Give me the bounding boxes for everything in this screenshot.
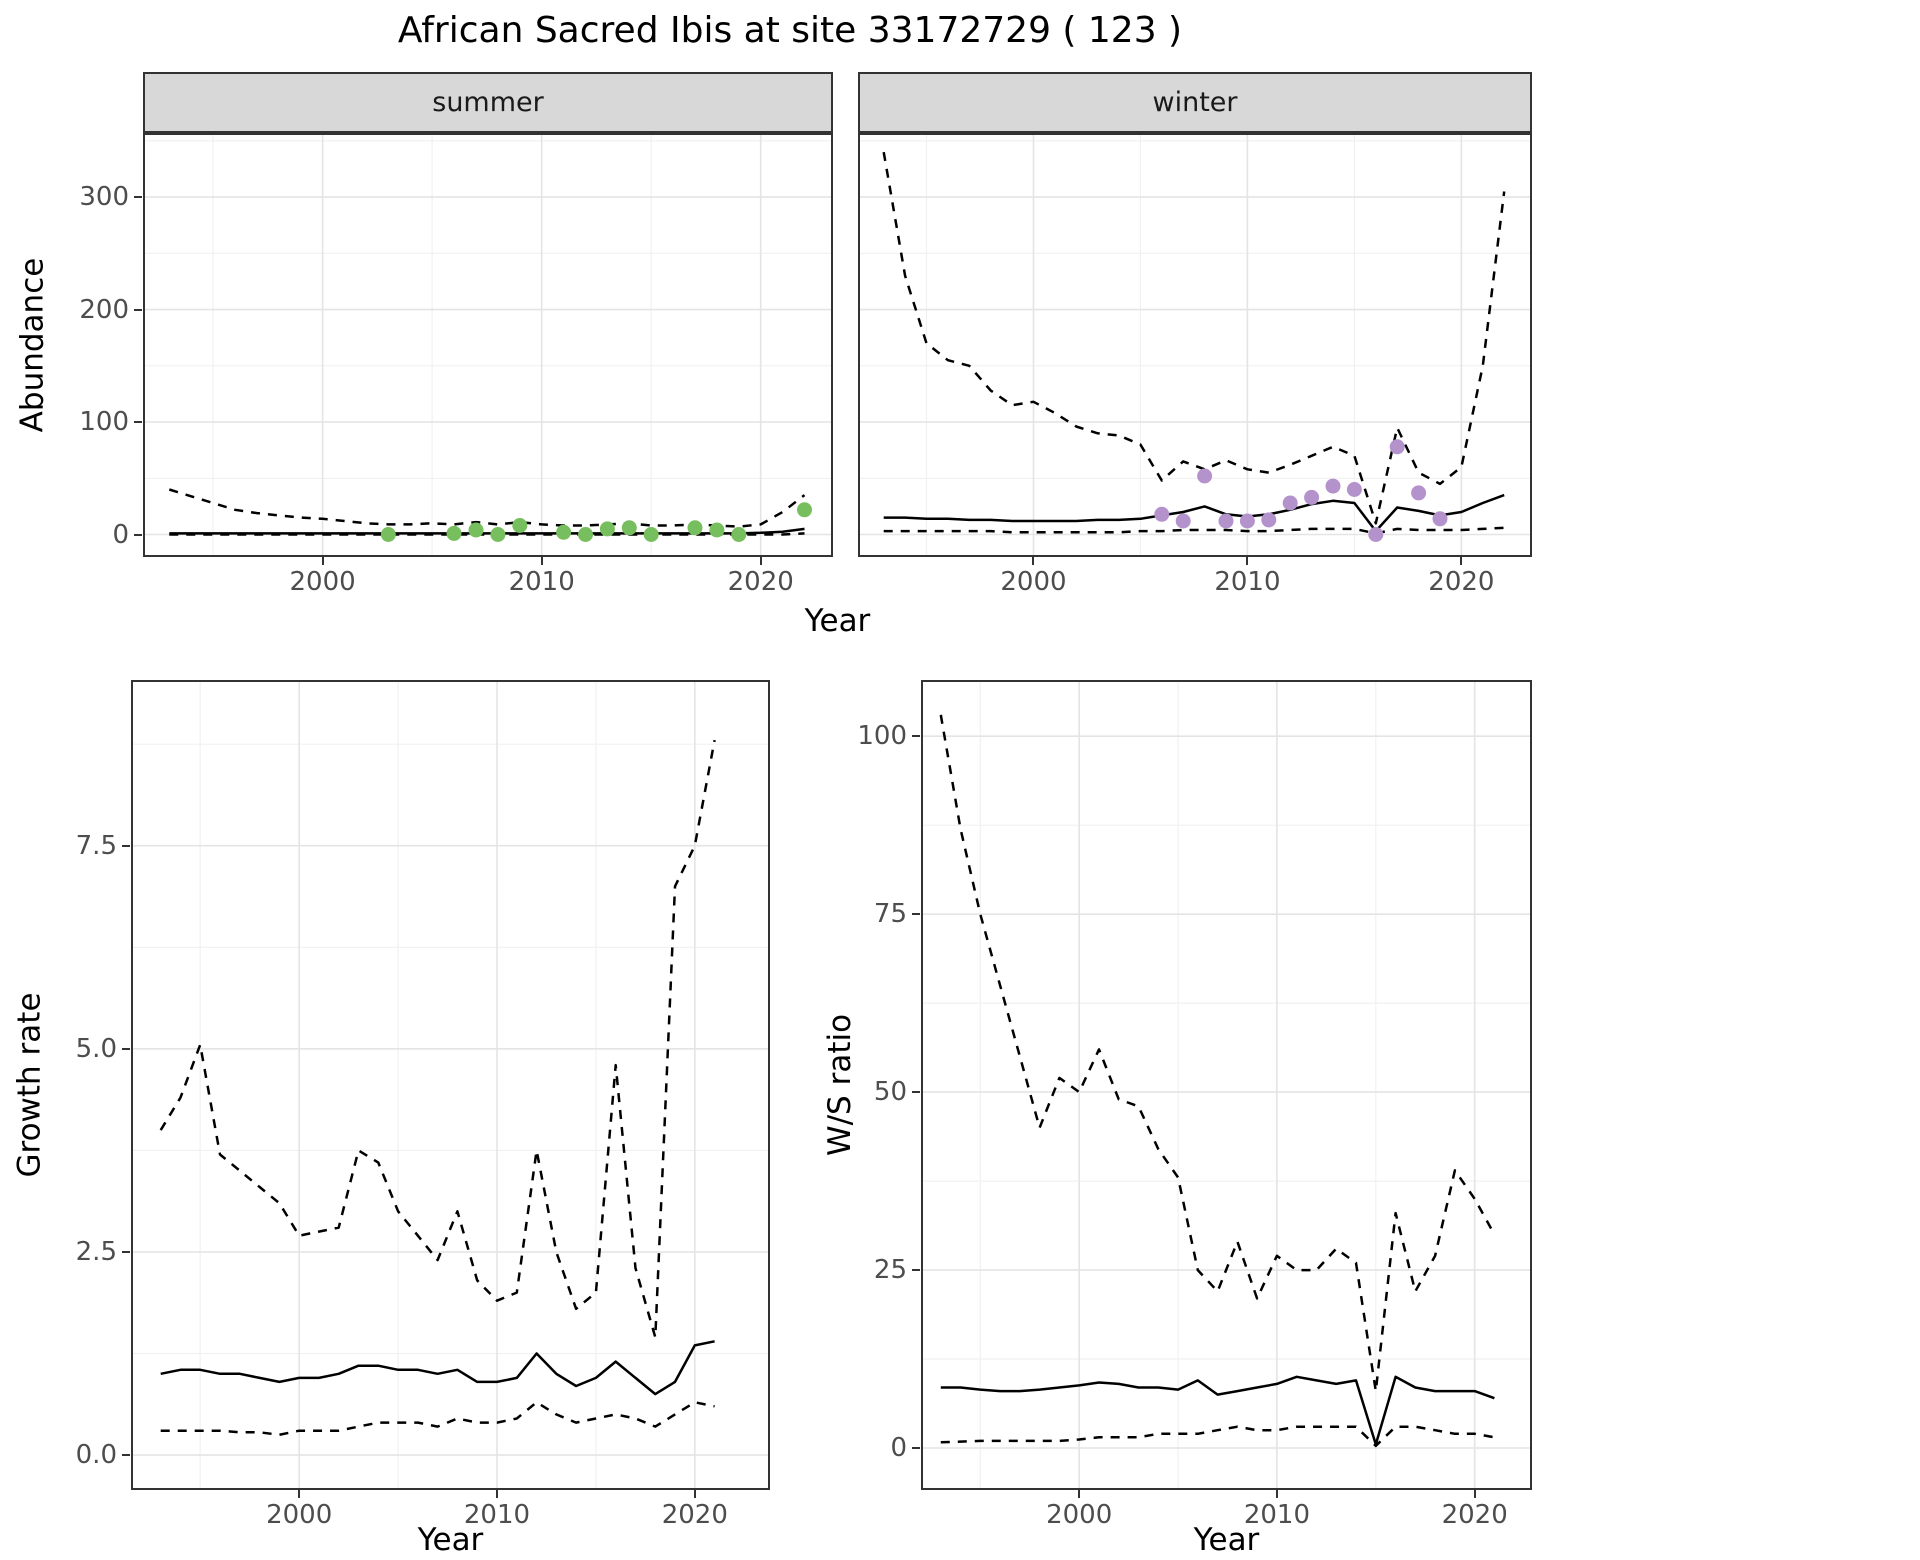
y-tick-mark — [134, 308, 142, 311]
abundance-winter-panel: 2000 2010 2020 — [858, 133, 1532, 597]
growth-rate-axis-label: Growth rate — [12, 992, 48, 1178]
y-tick-label: 0 — [890, 1433, 907, 1463]
x-tick-mark — [1275, 1490, 1278, 1498]
facet-strip-winter: winter — [858, 72, 1532, 133]
x-tick-label: 2010 — [1243, 1500, 1310, 1530]
x-tick-mark — [693, 1490, 696, 1498]
top-year-axis-label: Year — [804, 603, 871, 639]
y-tick-label: 5.0 — [75, 1033, 117, 1064]
x-tick-label: 2000 — [266, 1500, 333, 1530]
y-tick-label: 0.0 — [75, 1440, 117, 1471]
y-tick-mark — [912, 1447, 920, 1449]
facet-strip-summer: summer — [143, 72, 833, 133]
growth-year-axis-label: Year — [417, 1522, 484, 1558]
y-tick-label: 0 — [112, 519, 129, 550]
x-tick-mark — [321, 557, 324, 565]
x-tick-label: 2020 — [1428, 567, 1495, 597]
y-tick-mark — [912, 1091, 920, 1094]
y-tick-label: 2.5 — [75, 1236, 117, 1267]
growth-rate-panel: 2000 2010 2020 0.0 2.5 5.0 7.5 — [76, 680, 770, 1530]
y-tick-mark — [122, 1454, 130, 1457]
facet-label-winter: winter — [1152, 87, 1238, 118]
y-tick-mark — [912, 913, 920, 916]
abundance-winter-plot — [858, 133, 1532, 557]
y-tick-mark — [134, 196, 142, 199]
x-tick-label: 2010 — [463, 1500, 531, 1530]
ratio-year-axis-label: Year — [1193, 1522, 1260, 1558]
y-tick-label: 200 — [79, 294, 129, 325]
growth-rate-plot — [131, 680, 770, 1490]
y-tick-label: 50 — [873, 1077, 907, 1108]
x-tick-mark — [298, 1490, 301, 1498]
y-tick-label: 100 — [857, 721, 907, 752]
y-tick-mark — [912, 1269, 920, 1272]
ws-ratio-panel: 2000 2010 2020 0 25 50 75 100 — [857, 680, 1532, 1530]
y-tick-label: 25 — [873, 1255, 907, 1286]
abundance-summer-plot — [143, 133, 833, 557]
y-tick-mark — [134, 421, 142, 424]
x-tick-mark — [1246, 557, 1249, 565]
y-tick-mark — [122, 1250, 130, 1253]
y-tick-label: 100 — [79, 407, 129, 438]
x-tick-label: 2020 — [727, 567, 794, 597]
x-tick-mark — [495, 1490, 498, 1498]
y-tick-mark — [912, 735, 920, 738]
y-tick-mark — [122, 1047, 130, 1050]
x-tick-label: 2020 — [1441, 1500, 1508, 1530]
x-tick-mark — [1473, 1490, 1476, 1498]
y-tick-mark — [122, 844, 130, 847]
x-tick-mark — [1078, 1490, 1081, 1498]
x-tick-label: 2000 — [1046, 1500, 1113, 1530]
x-tick-label: 2010 — [508, 567, 575, 597]
x-tick-label: 2020 — [661, 1500, 728, 1530]
y-tick-label: 75 — [873, 899, 907, 930]
facet-label-summer: summer — [432, 87, 544, 118]
x-tick-mark — [540, 557, 543, 565]
x-tick-mark — [1460, 557, 1463, 565]
x-tick-mark — [759, 557, 762, 565]
x-tick-label: 2000 — [1000, 567, 1067, 597]
ws-ratio-plot — [921, 680, 1532, 1490]
y-tick-mark — [134, 533, 142, 536]
y-tick-label: 7.5 — [75, 830, 117, 861]
abundance-summer-panel: 2000 2010 2020 0 100 200 300 — [79, 133, 833, 597]
chart-title: African Sacred Ibis at site 33172729 ( 1… — [397, 10, 1183, 51]
x-tick-label: 2000 — [289, 567, 356, 597]
y-tick-label: 300 — [79, 182, 129, 213]
x-tick-mark — [1032, 557, 1035, 565]
x-tick-label: 2010 — [1214, 567, 1281, 597]
